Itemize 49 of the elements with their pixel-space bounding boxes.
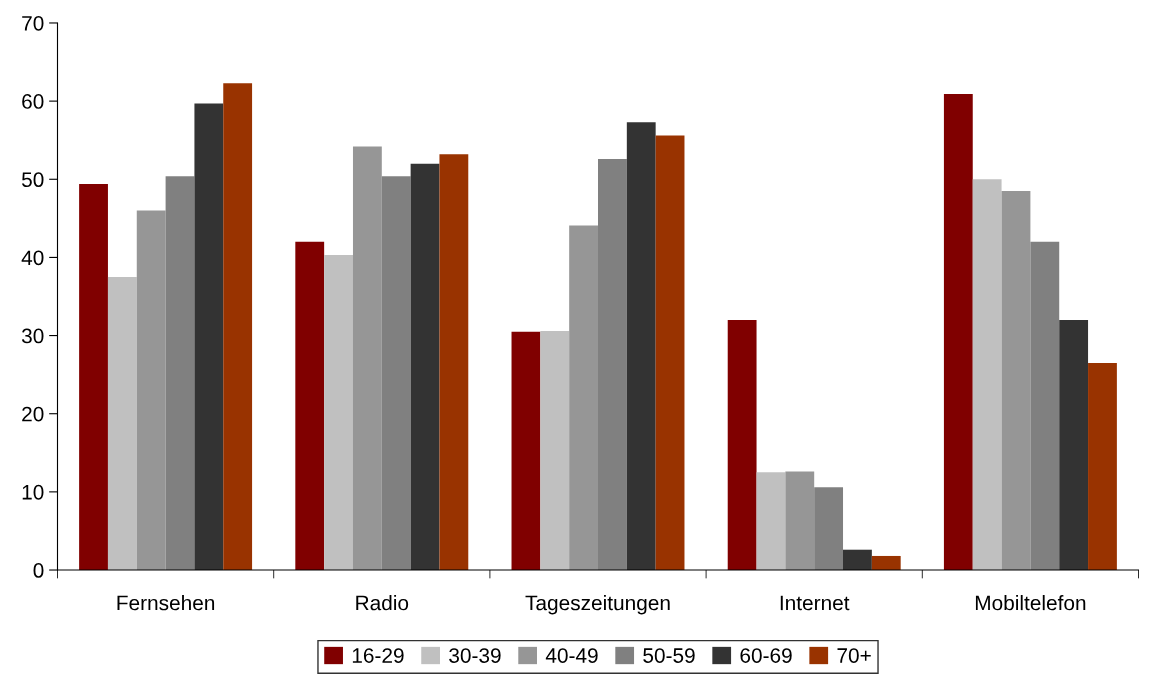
y-tick-label: 50: [21, 172, 44, 188]
bar: [79, 183, 108, 571]
bar: [324, 255, 353, 571]
x-tick-label: Tageszeitungen: [525, 595, 670, 615]
bar: [540, 330, 570, 571]
bar: [814, 487, 844, 571]
bar: [727, 319, 757, 571]
bar: [194, 103, 224, 571]
x-tick-label: Internet: [780, 595, 850, 611]
bar: [972, 179, 1002, 571]
bar: [871, 555, 901, 571]
legend-label: 50-59: [643, 648, 695, 663]
bar: [107, 276, 137, 571]
y-tick-label: 40: [21, 250, 44, 266]
bar: [1001, 190, 1031, 571]
legend-label: 40-49: [545, 648, 598, 663]
bar: [410, 163, 440, 571]
bar: [655, 135, 685, 571]
bar: [439, 154, 469, 571]
bar: [295, 241, 325, 571]
x-tick-label: Fernsehen: [117, 595, 215, 611]
bar: [136, 210, 166, 571]
bar: [943, 94, 973, 571]
y-tick-label: 60: [22, 94, 44, 109]
bar: [352, 146, 382, 571]
bar: [598, 158, 627, 571]
y-tick-label: 30: [21, 328, 44, 344]
bar: [511, 331, 541, 571]
bar: [1059, 319, 1089, 571]
bar: [165, 176, 195, 571]
legend-label: 70+: [837, 648, 871, 663]
bar: [785, 471, 815, 571]
legend-label: 60-69: [740, 648, 792, 663]
bar: [223, 83, 253, 571]
legend-label: 16-29: [352, 648, 404, 663]
y-tick-label: 0: [33, 563, 44, 578]
bar: [626, 122, 656, 571]
bar: [1030, 241, 1060, 571]
bar: [1088, 362, 1117, 571]
bar: [381, 176, 411, 571]
y-tick-label: 70: [22, 15, 44, 31]
x-tick-label: Radio: [356, 595, 409, 611]
bar: [569, 225, 598, 571]
bar: [756, 472, 786, 571]
y-tick-label: 20: [22, 406, 44, 422]
bar: [843, 549, 872, 571]
y-tick-label: 10: [22, 484, 44, 500]
legend-label: 30-39: [449, 648, 501, 663]
x-tick-label: Mobiltelefon: [975, 595, 1086, 611]
